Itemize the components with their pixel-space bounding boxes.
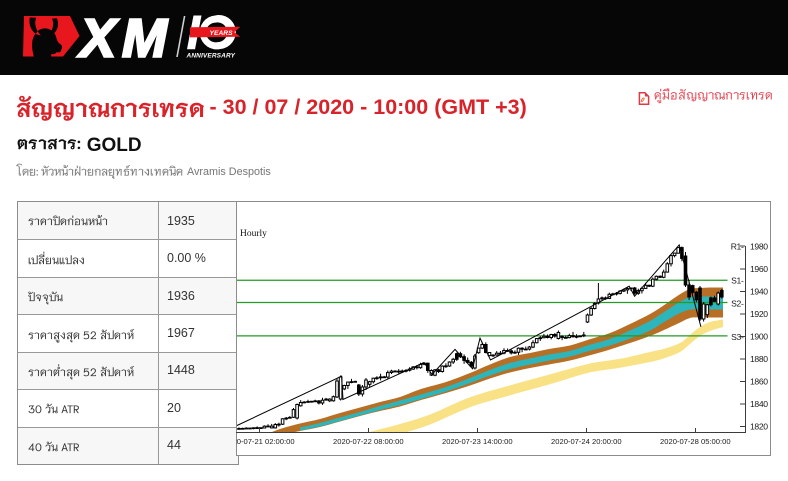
svg-text:1880: 1880 <box>750 354 768 364</box>
svg-text:1820: 1820 <box>750 422 768 432</box>
svg-text:R1-: R1- <box>731 241 744 251</box>
svg-text:XM: XM <box>77 9 168 69</box>
svg-text:1900: 1900 <box>750 332 768 342</box>
svg-text:S2-: S2- <box>731 298 744 308</box>
svg-text:2020-07-21 02:00:00: 2020-07-21 02:00:00 <box>236 437 295 446</box>
svg-text:2020-07-22 08:00:00: 2020-07-22 08:00:00 <box>333 437 404 446</box>
svg-text:1960: 1960 <box>750 264 768 274</box>
svg-text:2020-07-24 20:00:00: 2020-07-24 20:00:00 <box>551 437 622 446</box>
svg-text:1860: 1860 <box>750 377 768 387</box>
svg-text:1980: 1980 <box>750 241 768 251</box>
svg-text:S1-: S1- <box>731 276 744 286</box>
svg-text:S3-: S3- <box>731 332 744 342</box>
svg-text:ANNIVERSARY: ANNIVERSARY <box>186 53 236 60</box>
svg-text:Hourly: Hourly <box>240 229 267 239</box>
svg-text:2020-07-28 05:00:00: 2020-07-28 05:00:00 <box>660 437 731 446</box>
svg-text:YEARS: YEARS <box>210 30 234 37</box>
svg-text:2020-07-23 14:00:00: 2020-07-23 14:00:00 <box>442 437 513 446</box>
svg-text:1840: 1840 <box>750 399 768 409</box>
svg-text:1940: 1940 <box>750 286 768 296</box>
svg-text:1920: 1920 <box>750 309 768 319</box>
